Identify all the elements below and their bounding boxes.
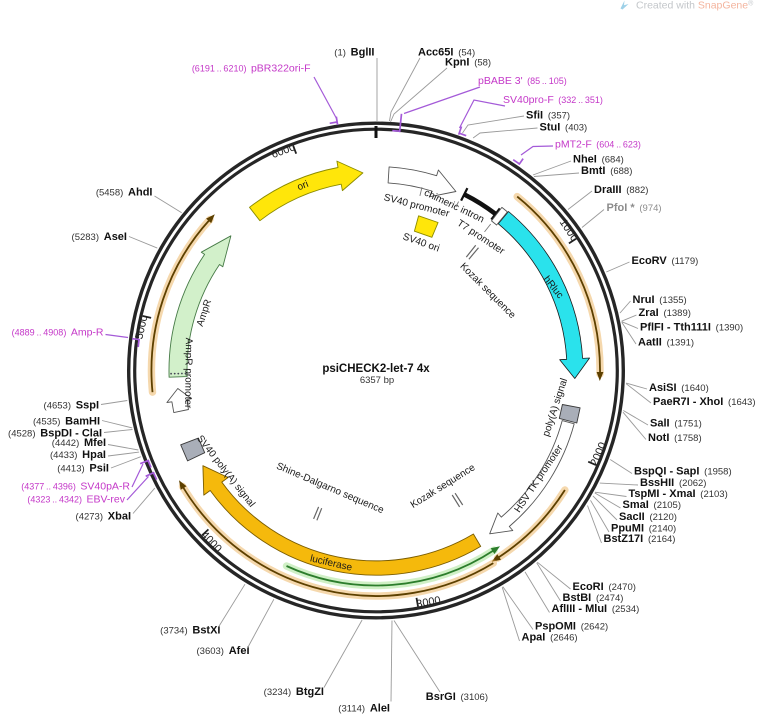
svg-text:BssHII (2062): BssHII (2062) <box>640 477 706 489</box>
svg-text:psiCHECK2-let-7 4x: psiCHECK2-let-7 4x <box>322 363 430 375</box>
svg-text:(1) BglII: (1) BglII <box>334 47 374 59</box>
svg-text:TspMI - XmaI (2103): TspMI - XmaI (2103) <box>629 488 728 500</box>
svg-text:PpuMI (2140): PpuMI (2140) <box>611 523 676 535</box>
svg-text:BstBI (2474): BstBI (2474) <box>563 592 624 604</box>
svg-text:(4528) BspDI - ClaI: (4528) BspDI - ClaI <box>8 428 102 440</box>
svg-text:6357 bp: 6357 bp <box>360 375 394 386</box>
svg-text:(4273) XbaI: (4273) XbaI <box>76 511 131 523</box>
svg-text:EcoRI (2470): EcoRI (2470) <box>573 581 636 593</box>
svg-text:StuI (403): StuI (403) <box>540 122 588 134</box>
svg-text:ZraI (1389): ZraI (1389) <box>639 307 691 319</box>
svg-text:(4433) HpaI: (4433) HpaI <box>50 449 106 461</box>
svg-text:PaeR7I - XhoI (1643): PaeR7I - XhoI (1643) <box>653 396 756 408</box>
svg-text:SmaI (2105): SmaI (2105) <box>623 499 682 511</box>
svg-text:SV40pro-F (332 .. 351): SV40pro-F (332 .. 351) <box>503 94 603 106</box>
svg-text:(3734) BstXI: (3734) BstXI <box>160 625 220 637</box>
svg-text:AflIII - MluI (2534): AflIII - MluI (2534) <box>552 603 640 615</box>
svg-text:(6191 .. 6210) pBR322ori-F: (6191 .. 6210) pBR322ori-F <box>192 63 311 75</box>
svg-text:(4535) BamHI: (4535) BamHI <box>33 416 100 428</box>
svg-text:AatII (1391): AatII (1391) <box>638 337 694 349</box>
svg-text:pBABE 3' (85 .. 105): pBABE 3' (85 .. 105) <box>478 75 567 87</box>
svg-text:BspQI - SapI (1958): BspQI - SapI (1958) <box>634 466 732 478</box>
svg-text:BstZ17I (2164): BstZ17I (2164) <box>604 533 676 545</box>
svg-text:(5283) AseI: (5283) AseI <box>72 231 127 243</box>
svg-text:PfoI * (974): PfoI * (974) <box>607 202 662 214</box>
svg-text:SacII (2120): SacII (2120) <box>619 511 677 523</box>
svg-text:BmtI (688): BmtI (688) <box>581 165 632 177</box>
svg-text:NheI (684): NheI (684) <box>573 154 624 166</box>
svg-text:Created with SnapGene®: Created with SnapGene® <box>636 0 754 12</box>
svg-text:3000: 3000 <box>415 595 441 611</box>
svg-text:ori: ori <box>296 179 310 193</box>
svg-text:KpnI (58): KpnI (58) <box>445 57 491 69</box>
svg-text:(3114) AleI: (3114) AleI <box>338 703 390 715</box>
svg-text:(4889 .. 4908) Amp-R: (4889 .. 4908) Amp-R <box>12 327 104 339</box>
svg-text:(3603) AfeI: (3603) AfeI <box>197 645 250 657</box>
svg-text:PflFI - Tth111I (1390): PflFI - Tth111I (1390) <box>640 322 743 334</box>
svg-text:PspOMI (2642): PspOMI (2642) <box>535 621 608 633</box>
svg-text:EcoRV (1179): EcoRV (1179) <box>632 255 699 267</box>
svg-text:Acc65I (54): Acc65I (54) <box>418 47 475 59</box>
svg-text:AsiSI (1640): AsiSI (1640) <box>649 382 709 394</box>
svg-text:SalI (1751): SalI (1751) <box>650 418 702 430</box>
svg-text:(4653) SspI: (4653) SspI <box>44 400 99 412</box>
svg-text:(4323 .. 4342) EBV-rev: (4323 .. 4342) EBV-rev <box>27 494 125 506</box>
svg-text:AmpR promoter: AmpR promoter <box>182 338 194 409</box>
svg-text:DraIII (882): DraIII (882) <box>594 184 648 196</box>
svg-text:NruI (1355): NruI (1355) <box>633 294 687 306</box>
svg-text:(4413) PsiI: (4413) PsiI <box>57 463 109 475</box>
svg-text:(3234) BtgZI: (3234) BtgZI <box>264 686 324 698</box>
svg-text:NotI (1758): NotI (1758) <box>648 432 702 444</box>
svg-text:(5458) AhdI: (5458) AhdI <box>96 187 153 199</box>
svg-text:5000: 5000 <box>133 314 150 341</box>
svg-text:BsrGI (3106): BsrGI (3106) <box>426 691 488 703</box>
svg-text:SfiI (357): SfiI (357) <box>526 110 570 122</box>
svg-text:pMT2-F (604 .. 623): pMT2-F (604 .. 623) <box>555 139 641 151</box>
svg-text:(4377 .. 4396) SV40pA-R: (4377 .. 4396) SV40pA-R <box>21 481 130 493</box>
svg-text:ApaI (2646): ApaI (2646) <box>522 632 578 644</box>
svg-text:(4442) MfeI: (4442) MfeI <box>52 437 106 449</box>
